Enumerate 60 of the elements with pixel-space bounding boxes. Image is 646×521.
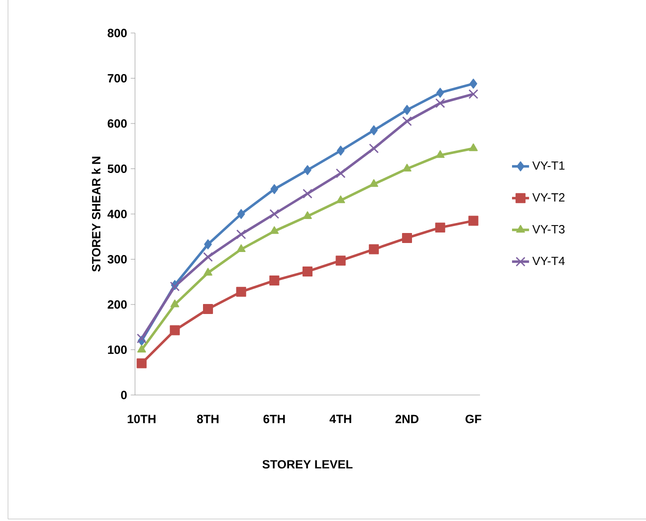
point (170, 325, 180, 336)
point (204, 268, 212, 276)
point (204, 239, 212, 250)
point (270, 226, 279, 234)
point (436, 88, 444, 98)
y-tick-label: 500 (108, 164, 127, 173)
point (470, 78, 478, 89)
y-tick-label: 400 (107, 210, 127, 218)
y-axis-title: STOREY SHEAR k N (92, 156, 100, 272)
point (236, 229, 246, 240)
y-tick-label: 100 (108, 346, 127, 354)
point (468, 143, 478, 152)
point (435, 98, 446, 108)
point (203, 304, 213, 314)
point (336, 195, 346, 204)
point (402, 116, 412, 126)
point (270, 184, 278, 194)
point (368, 244, 379, 254)
x-tick-label: 2ND (395, 414, 418, 424)
point (236, 244, 246, 252)
point (136, 334, 147, 344)
point (403, 104, 411, 115)
x-tick-label: 4TH (330, 414, 352, 423)
point (304, 165, 312, 176)
point (336, 168, 346, 178)
point (370, 125, 378, 136)
x-tick-label: 10TH (128, 414, 156, 424)
point (269, 276, 280, 286)
point (336, 146, 345, 156)
point (402, 232, 412, 243)
y-tick-label: 0 (121, 390, 127, 400)
legend-label: VY-T1 (532, 161, 564, 170)
point (436, 150, 445, 158)
legend-label: VY-T4 (532, 256, 565, 266)
point (468, 89, 478, 99)
point (136, 358, 147, 368)
legend-label: VY-T2 (532, 193, 564, 202)
point (236, 286, 246, 297)
point (302, 266, 312, 276)
point (137, 344, 146, 352)
y-tick-label: 300 (108, 255, 127, 264)
legend-label: VY-T3 (532, 224, 565, 234)
y-tick-label: 600 (108, 119, 127, 128)
x-tick-label: 6TH (263, 414, 285, 424)
point (302, 188, 312, 199)
point (402, 164, 412, 172)
point (170, 300, 180, 308)
y-tick-label: 700 (108, 74, 127, 82)
x-tick-label: 8TH (197, 414, 218, 424)
y-tick-label: 800 (108, 28, 127, 38)
point (336, 256, 346, 266)
x-tick-label: GF (466, 414, 482, 424)
x-axis-title: STOREY LEVEL (262, 460, 353, 469)
y-tick-label: 200 (108, 300, 127, 309)
point (237, 209, 246, 219)
point (435, 222, 446, 233)
point (303, 211, 312, 220)
point (269, 209, 280, 219)
point (368, 144, 379, 154)
point (468, 216, 478, 226)
